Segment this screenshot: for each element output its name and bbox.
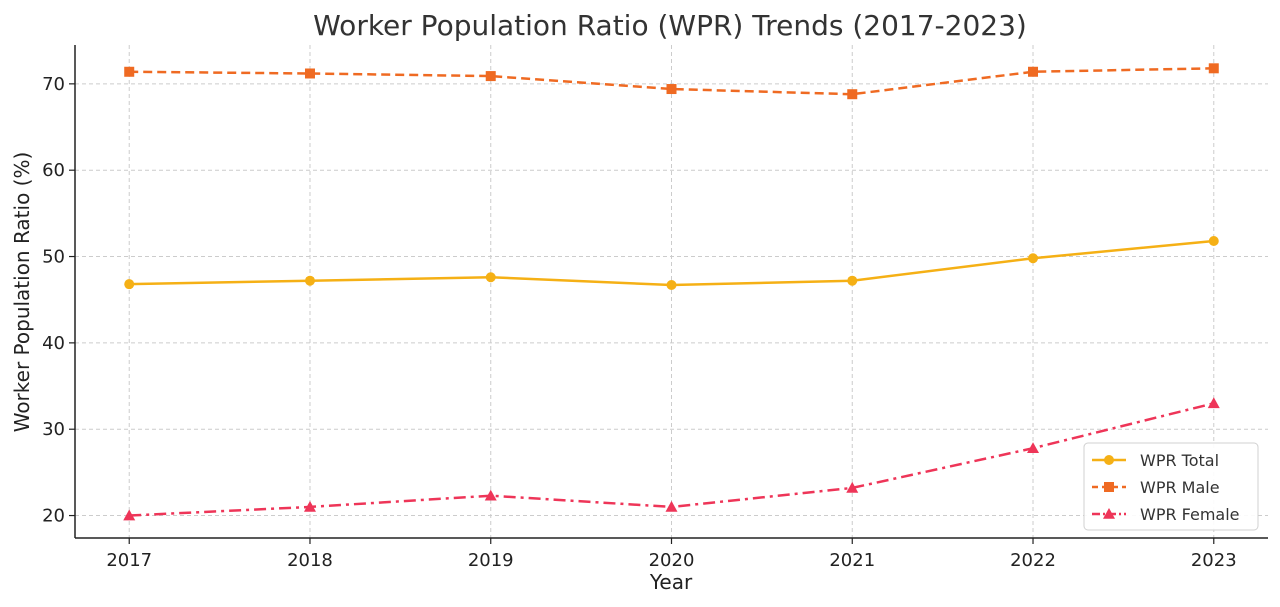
- data-point-wpr-female: [303, 500, 316, 512]
- legend-marker: [1104, 482, 1114, 492]
- grid: [75, 45, 1268, 538]
- x-tick-label: 2020: [649, 550, 695, 571]
- data-point-wpr-female: [123, 509, 136, 521]
- data-point-wpr-total: [666, 280, 677, 291]
- x-tick-label: 2022: [1010, 550, 1056, 571]
- series-group: [123, 63, 1220, 521]
- data-point-wpr-female: [846, 481, 859, 493]
- data-point-wpr-female: [1207, 397, 1220, 409]
- data-point-wpr-male: [124, 66, 135, 77]
- data-point-wpr-male: [847, 89, 858, 100]
- y-tick-label: 40: [42, 333, 65, 354]
- data-point-wpr-total: [1208, 235, 1219, 246]
- legend-label: WPR Female: [1140, 505, 1240, 524]
- y-axis-label: Worker Population Ratio (%): [10, 152, 34, 433]
- data-point-wpr-female: [665, 500, 678, 512]
- y-axis-ticks: 20 30 40 50 60 70: [42, 74, 75, 527]
- legend-marker: [1103, 508, 1115, 519]
- legend-item-wpr-female: WPR Female: [1092, 505, 1240, 524]
- legend-marker: [1104, 455, 1114, 465]
- chart-title: Worker Population Ratio (WPR) Trends (20…: [313, 9, 1027, 42]
- x-axis-label: Year: [649, 570, 693, 594]
- data-point-wpr-male: [1028, 66, 1039, 77]
- legend: WPR Total WPR Male WPR Female: [1083, 442, 1259, 531]
- y-tick-label: 60: [42, 160, 65, 181]
- data-point-wpr-male: [304, 68, 315, 79]
- data-point-wpr-total: [304, 275, 315, 286]
- data-point-wpr-male: [666, 84, 677, 95]
- data-point-wpr-female: [1027, 442, 1040, 454]
- x-tick-label: 2021: [829, 550, 875, 571]
- data-point-wpr-total: [1028, 253, 1039, 264]
- series-wpr-total: [124, 235, 1219, 291]
- data-point-wpr-male: [1208, 63, 1219, 74]
- y-tick-label: 70: [42, 74, 65, 95]
- legend-item-wpr-male: WPR Male: [1092, 478, 1220, 497]
- x-tick-label: 2019: [468, 550, 514, 571]
- legend-label: WPR Male: [1140, 478, 1220, 497]
- legend-box: [1083, 442, 1259, 531]
- x-axis-ticks: 2017 2018 2019 2020 2021 2022 2023: [106, 538, 1237, 571]
- data-point-wpr-total: [124, 279, 135, 290]
- y-tick-label: 20: [42, 506, 65, 527]
- data-point-wpr-male: [485, 71, 496, 82]
- legend-label: WPR Total: [1140, 451, 1219, 470]
- y-tick-label: 30: [42, 419, 65, 440]
- series-wpr-male: [124, 63, 1219, 100]
- data-point-wpr-total: [485, 272, 496, 283]
- series-wpr-female: [123, 397, 1220, 521]
- x-tick-label: 2023: [1191, 550, 1237, 571]
- y-tick-label: 50: [42, 247, 65, 268]
- data-point-wpr-total: [847, 275, 858, 286]
- x-tick-label: 2017: [106, 550, 152, 571]
- legend-item-wpr-total: WPR Total: [1092, 451, 1219, 470]
- data-point-wpr-female: [484, 489, 497, 501]
- x-tick-label: 2018: [287, 550, 333, 571]
